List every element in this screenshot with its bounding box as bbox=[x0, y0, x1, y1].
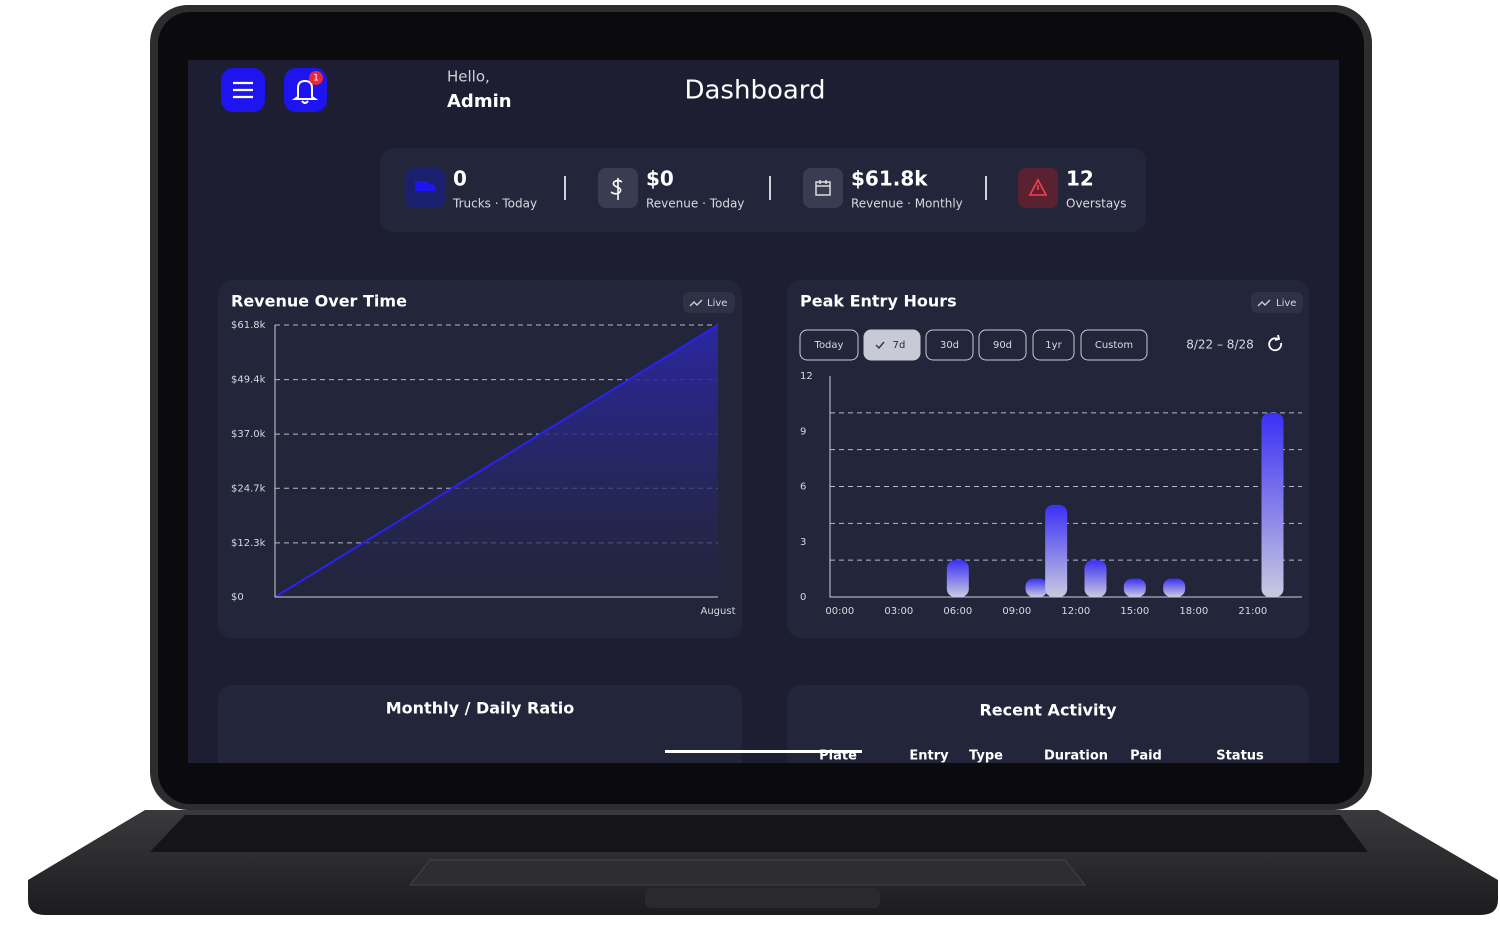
column-header: Status bbox=[1216, 749, 1264, 764]
live-label: Live bbox=[1276, 298, 1296, 309]
filter-label: 90d bbox=[993, 340, 1012, 351]
bar bbox=[1261, 412, 1284, 597]
x-tick-label: 03:00 bbox=[884, 606, 913, 617]
card-title: Peak Entry Hours bbox=[800, 292, 957, 311]
stat-label: Revenue · Today bbox=[646, 197, 744, 211]
filter-button[interactable] bbox=[1032, 329, 1075, 361]
date-range: 8/22 – 8/28 bbox=[1186, 338, 1254, 352]
x-tick-label: 15:00 bbox=[1120, 606, 1149, 617]
trackpad bbox=[408, 859, 1087, 886]
y-tick-label: 6 bbox=[800, 482, 806, 493]
x-tick-label: 00:00 bbox=[825, 606, 854, 617]
bar bbox=[1123, 578, 1146, 597]
x-tick-label: August bbox=[701, 606, 736, 617]
filter-label: 1yr bbox=[1045, 340, 1062, 351]
hinge-notch bbox=[645, 888, 880, 908]
bar bbox=[1163, 578, 1186, 597]
y-tick-label: $49.4k bbox=[231, 375, 266, 386]
x-tick-label: 09:00 bbox=[1002, 606, 1031, 617]
card-title: Recent Activity bbox=[979, 701, 1117, 720]
live-label: Live bbox=[707, 298, 727, 309]
stat-separators bbox=[564, 176, 987, 200]
stat-label: Trucks · Today bbox=[452, 197, 537, 211]
bell-icon bbox=[291, 79, 319, 104]
stat-value: $61.8k bbox=[851, 167, 928, 191]
live-icon bbox=[1257, 299, 1271, 307]
column-header: Type bbox=[969, 749, 1003, 764]
dollar-icon bbox=[610, 178, 623, 200]
live-badge bbox=[683, 292, 735, 313]
bar bbox=[1045, 504, 1068, 597]
column-header: Entry bbox=[909, 749, 949, 764]
notification-count: 1 bbox=[313, 74, 319, 84]
filter-button[interactable] bbox=[863, 329, 921, 361]
filter-label: 7d bbox=[893, 340, 906, 351]
bar bbox=[1084, 560, 1107, 597]
filter-button[interactable] bbox=[799, 329, 859, 361]
card-title: Monthly / Daily Ratio bbox=[386, 699, 575, 718]
warning-icon bbox=[1028, 178, 1048, 196]
filter-button[interactable] bbox=[925, 329, 974, 361]
stats-bar bbox=[380, 148, 1146, 232]
menu-icon bbox=[233, 81, 253, 99]
y-tick-label: $12.3k bbox=[231, 538, 266, 549]
notification-badge bbox=[309, 71, 323, 85]
x-tick-label: 06:00 bbox=[943, 606, 972, 617]
stat-value: $0 bbox=[646, 167, 674, 191]
activity-card bbox=[787, 685, 1309, 763]
y-tick-label: 12 bbox=[800, 371, 813, 382]
page-title: Dashboard bbox=[684, 76, 825, 106]
y-tick-label: 0 bbox=[800, 592, 806, 603]
stat-icon-box bbox=[803, 168, 843, 208]
column-header: Duration bbox=[1044, 749, 1108, 764]
y-tick-label: $61.8k bbox=[231, 320, 266, 331]
stat-label: Overstays bbox=[1066, 197, 1127, 211]
bar bbox=[1025, 578, 1048, 597]
bar bbox=[946, 560, 969, 597]
check-icon bbox=[875, 341, 885, 350]
dashboard: 1 Hello, Admin Dashboard Revenue Over Ti… bbox=[218, 68, 1309, 764]
axes bbox=[829, 376, 1302, 598]
keyboard bbox=[150, 815, 1368, 852]
stat-label: Revenue · Monthly bbox=[851, 197, 963, 211]
column-header: Paid bbox=[1130, 749, 1162, 764]
y-tick-label: $37.0k bbox=[231, 429, 266, 440]
filter-button[interactable] bbox=[1080, 329, 1148, 361]
x-tick-label: 12:00 bbox=[1061, 606, 1090, 617]
refresh-icon[interactable] bbox=[1268, 334, 1282, 352]
axes bbox=[274, 325, 718, 598]
peak-card bbox=[787, 280, 1309, 638]
calendar-icon bbox=[815, 180, 831, 196]
filter-label: 30d bbox=[940, 340, 959, 351]
ratio-card bbox=[218, 685, 742, 763]
y-tick-label: 9 bbox=[800, 426, 806, 437]
truck-icon bbox=[415, 181, 436, 191]
stat-value: 12 bbox=[1066, 167, 1094, 191]
user-name: Admin bbox=[447, 91, 512, 112]
y-tick-label: $24.7k bbox=[231, 483, 266, 494]
y-tick-label: $0 bbox=[231, 592, 244, 603]
filter-label: Custom bbox=[1095, 340, 1133, 351]
filter-button[interactable] bbox=[978, 329, 1027, 361]
x-tick-label: 21:00 bbox=[1238, 606, 1267, 617]
y-tick-label: 3 bbox=[800, 537, 806, 548]
card-title: Revenue Over Time bbox=[231, 292, 407, 311]
line bbox=[274, 324, 719, 598]
stat-value: 0 bbox=[453, 167, 467, 191]
live-badge bbox=[1251, 292, 1303, 313]
live-icon bbox=[689, 299, 703, 307]
x-tick-label: 18:00 bbox=[1179, 606, 1208, 617]
filter-label: Today bbox=[814, 340, 844, 351]
greeting: Hello, bbox=[447, 68, 490, 86]
scroll-indicator bbox=[665, 750, 862, 753]
